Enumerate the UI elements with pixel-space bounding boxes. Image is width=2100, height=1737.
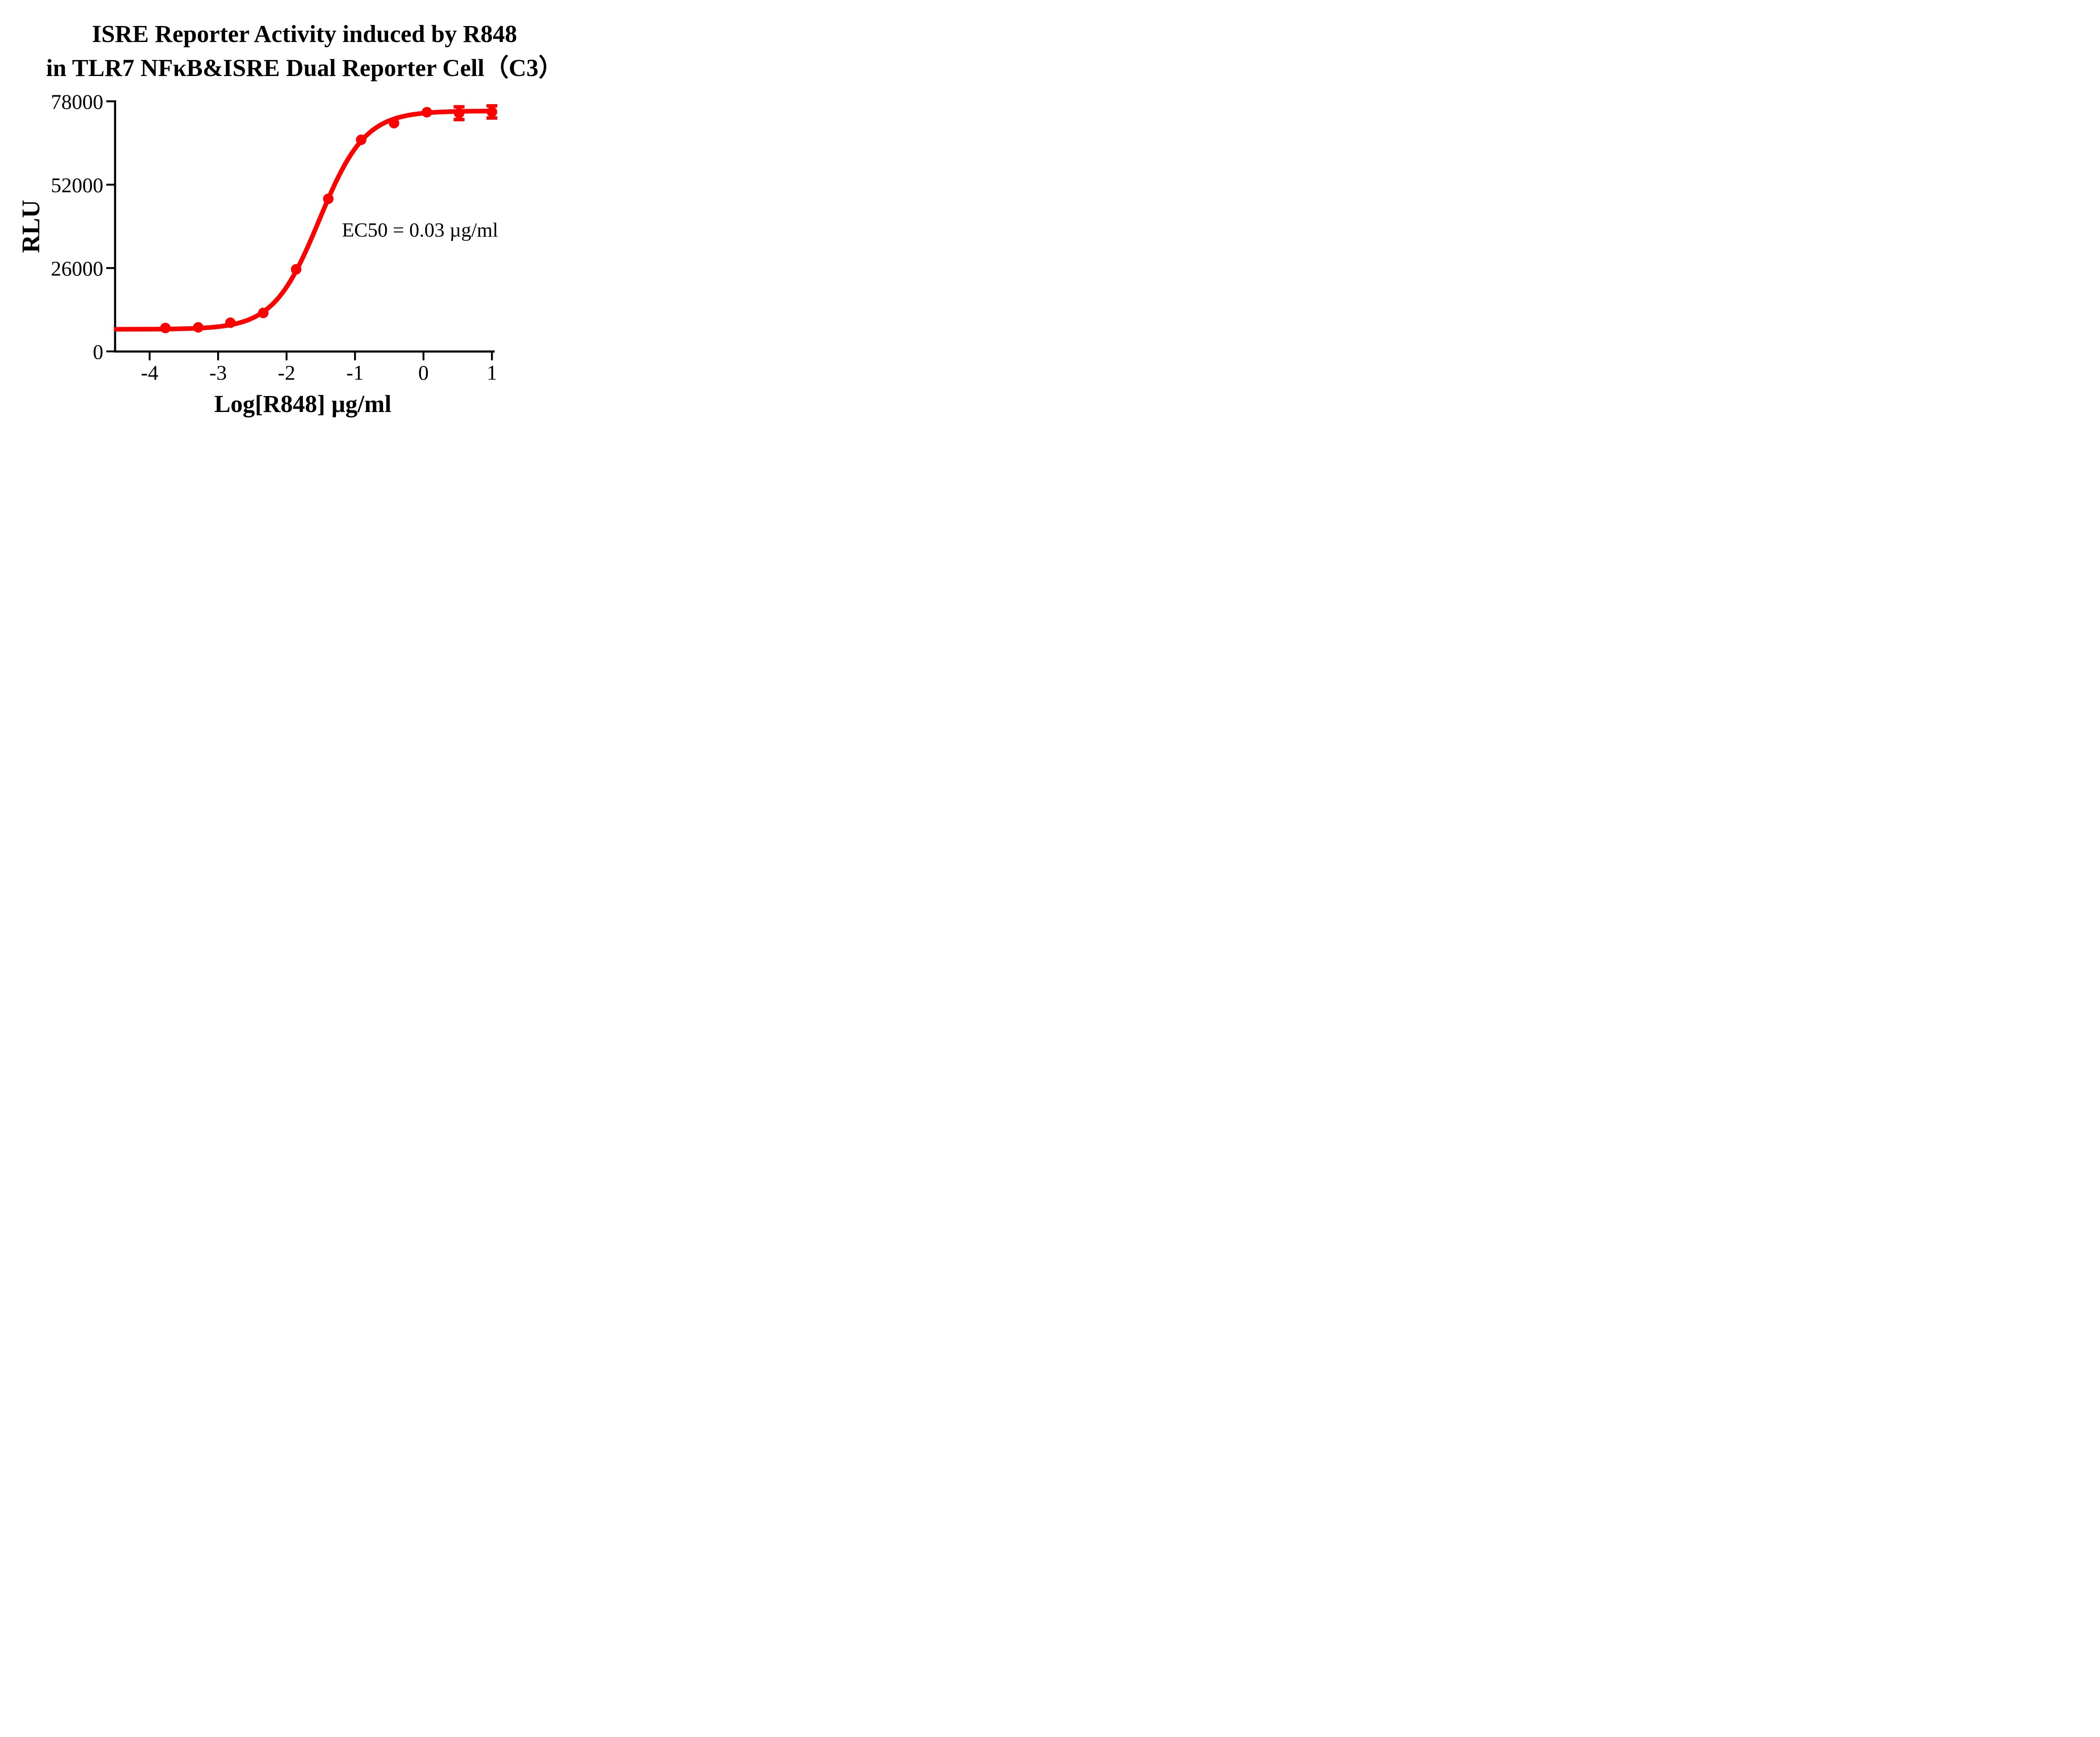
data-point [388,118,399,129]
data-point [160,323,171,333]
ec50-annotation: EC50 = 0.03 µg/ml [341,219,499,241]
data-point [258,307,269,318]
x-tick-label: 1 [487,361,497,384]
x-tick-label: 0 [418,361,429,384]
y-tick-label: 26000 [51,257,103,280]
chart-title-line1: ISRE Reporter Activity induced by R848 [92,20,517,47]
data-point [356,134,367,145]
data-point [454,108,465,118]
data-point [225,317,236,328]
chart-title: ISRE Reporter Activity induced by R848 i… [44,17,565,85]
x-axis-label: Log[R848] µg/ml [214,390,391,417]
y-tick-label: 78000 [51,90,103,113]
data-point [291,264,302,275]
x-tick-label: -3 [209,361,227,384]
data-point [421,107,432,118]
x-tick-label: -2 [278,361,295,384]
chart-title-line2: in TLR7 NFκB&ISRE Dual Reporter Cell（C3） [46,54,563,82]
y-tick-label: 52000 [51,173,103,197]
x-tick-label: -4 [141,361,158,384]
data-point [486,106,497,117]
plot-area: 0 26000 52000 78000 -4 -3 -2 -1 0 1 [51,90,498,384]
figure: ISRE Reporter Activity induced by R848 i… [0,0,565,434]
axis-spines [114,100,495,353]
data-point [193,322,204,333]
y-tick-label: 0 [93,340,103,363]
data-point [323,193,334,204]
x-tick-label: -1 [346,361,364,384]
